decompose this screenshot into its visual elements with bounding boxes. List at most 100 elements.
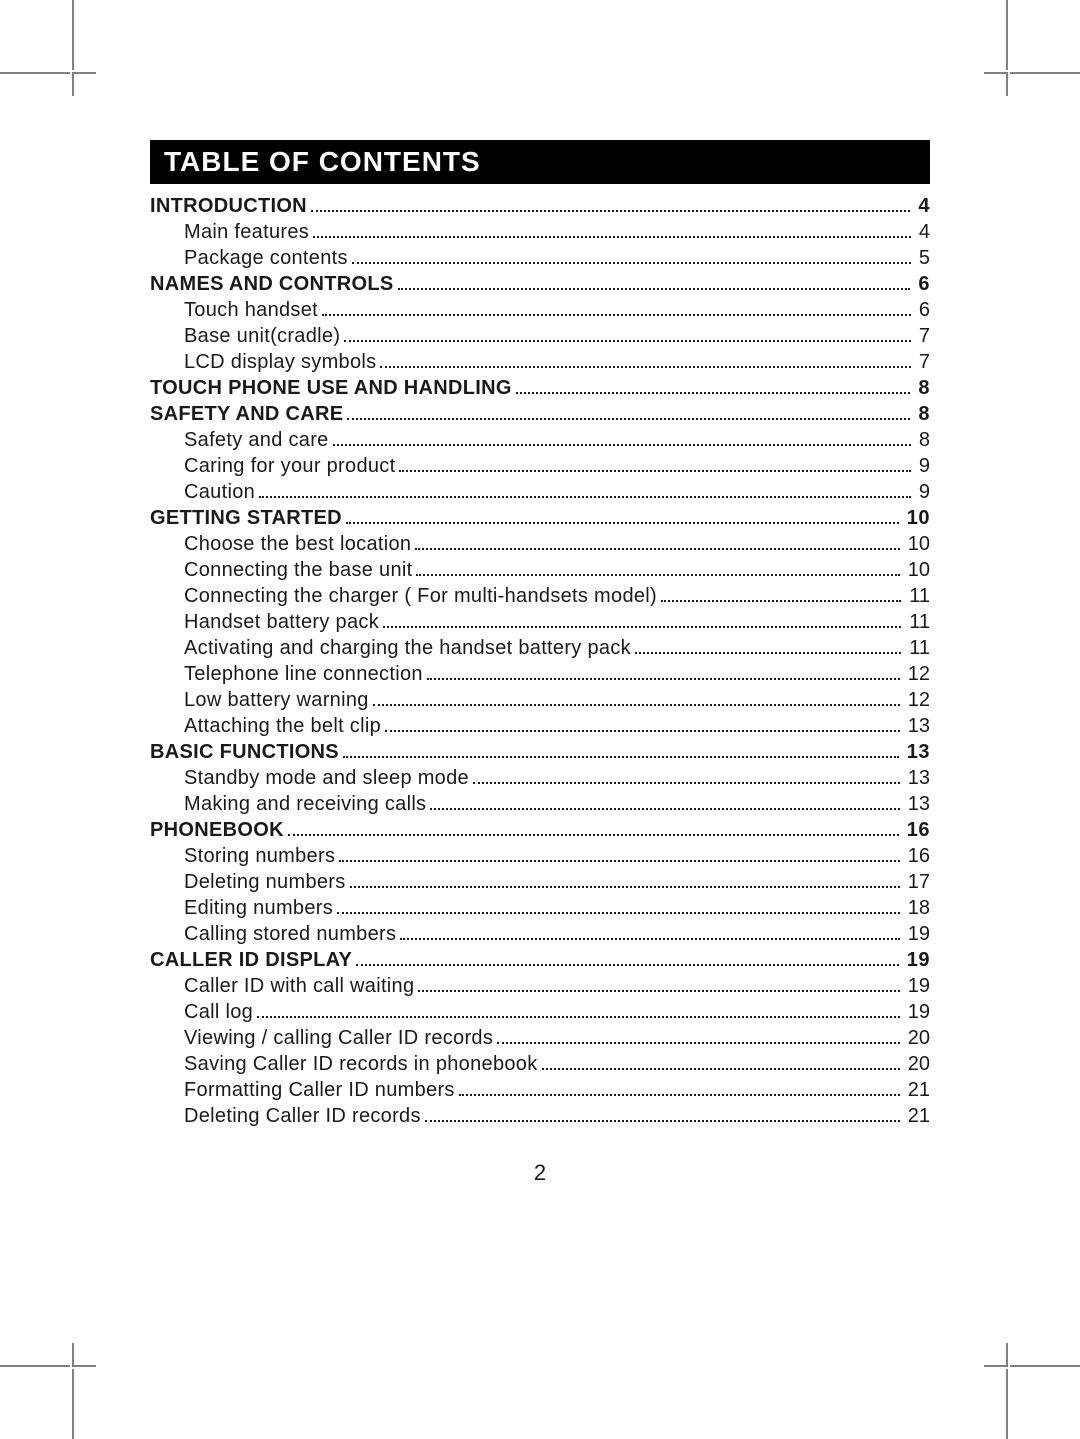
toc-leader-dots (347, 418, 910, 420)
crop-mark (72, 0, 74, 70)
toc-title-bar: TABLE OF CONTENTS (150, 140, 930, 184)
toc-page-number: 21 (904, 1080, 930, 1100)
toc-label: INTRODUCTION (150, 196, 307, 216)
toc-page-number: 9 (915, 482, 930, 502)
toc-subitem: Package contents5 (150, 248, 930, 268)
toc-page-number: 8 (914, 404, 930, 424)
toc-leader-dots (313, 236, 911, 238)
toc-label: Call log (150, 1002, 253, 1022)
toc-section: NAMES AND CONTROLS6 (150, 274, 930, 294)
toc-leader-dots (415, 548, 899, 550)
toc-page-number: 13 (904, 768, 930, 788)
toc-leader-dots (344, 340, 911, 342)
toc-label: Deleting numbers (150, 872, 346, 892)
toc-label: Saving Caller ID records in phonebook (150, 1054, 538, 1074)
toc-subitem: Saving Caller ID records in phonebook 20 (150, 1054, 930, 1074)
toc-section: BASIC FUNCTIONS13 (150, 742, 930, 762)
toc-section: GETTING STARTED10 (150, 508, 930, 528)
page-number: 2 (0, 1160, 1080, 1186)
toc-page-number: 17 (904, 872, 930, 892)
toc-subitem: Connecting the base unit10 (150, 560, 930, 580)
toc-leader-dots (337, 912, 900, 914)
page-content: TABLE OF CONTENTS INTRODUCTION 4Main feat… (150, 140, 930, 1132)
toc-page-number: 20 (904, 1028, 930, 1048)
toc-leader-dots (356, 964, 899, 966)
toc-subitem: Activating and charging the handset batt… (150, 638, 930, 658)
toc-page-number: 10 (904, 534, 930, 554)
toc-page-number: 13 (904, 716, 930, 736)
toc-label: CALLER ID DISPLAY (150, 950, 352, 970)
toc-leader-dots (416, 574, 899, 576)
toc-label: Handset battery pack (150, 612, 379, 632)
toc-label: Editing numbers (150, 898, 333, 918)
toc-label: Package contents (150, 248, 348, 268)
toc-leader-dots (459, 1094, 900, 1096)
toc-leader-dots (516, 392, 911, 394)
toc-subitem: Making and receiving calls13 (150, 794, 930, 814)
toc-page-number: 20 (904, 1054, 930, 1074)
toc-leader-dots (385, 730, 900, 732)
toc-label: TOUCH PHONE USE AND HANDLING (150, 378, 512, 398)
toc-list: INTRODUCTION 4Main features4 Package conte… (150, 196, 930, 1126)
toc-label: Viewing / calling Caller ID records (150, 1028, 493, 1048)
toc-subitem: Connecting the charger ( For multi-hands… (150, 586, 930, 606)
toc-subitem: Deleting numbers 17 (150, 872, 930, 892)
toc-leader-dots (346, 522, 899, 524)
toc-subitem: Choose the best location10 (150, 534, 930, 554)
toc-subitem: Viewing / calling Caller ID records 20 (150, 1028, 930, 1048)
toc-subitem: Caller ID with call waiting 19 (150, 976, 930, 996)
toc-label: NAMES AND CONTROLS (150, 274, 394, 294)
toc-subitem: Caution9 (150, 482, 930, 502)
crop-corner (72, 1343, 96, 1367)
crop-corner (984, 72, 1008, 96)
toc-page-number: 4 (915, 222, 930, 242)
toc-label: BASIC FUNCTIONS (150, 742, 339, 762)
toc-subitem: Telephone line connection 12 (150, 664, 930, 684)
toc-page-number: 8 (914, 378, 930, 398)
toc-page-number: 8 (915, 430, 930, 450)
toc-page-number: 10 (903, 508, 930, 528)
crop-mark (0, 1365, 70, 1367)
toc-subitem: Handset battery pack 11 (150, 612, 930, 632)
toc-label: Caring for your product (150, 456, 395, 476)
toc-subitem: Main features4 (150, 222, 930, 242)
toc-leader-dots (339, 860, 900, 862)
toc-label: Base unit(cradle) (150, 326, 340, 346)
toc-page-number: 7 (915, 352, 930, 372)
toc-leader-dots (343, 756, 899, 758)
toc-page-number: 11 (905, 612, 930, 632)
toc-subitem: Deleting Caller ID records21 (150, 1106, 930, 1126)
toc-leader-dots (380, 366, 910, 368)
toc-leader-dots (542, 1068, 900, 1070)
toc-label: Telephone line connection (150, 664, 423, 684)
toc-subitem: Storing numbers16 (150, 846, 930, 866)
toc-section: CALLER ID DISPLAY19 (150, 950, 930, 970)
toc-label: Touch handset (150, 300, 318, 320)
toc-label: Storing numbers (150, 846, 335, 866)
toc-leader-dots (400, 938, 899, 940)
toc-page-number: 19 (904, 976, 930, 996)
toc-label: LCD display symbols (150, 352, 376, 372)
toc-page-number: 6 (915, 300, 930, 320)
toc-subitem: Editing numbers18 (150, 898, 930, 918)
crop-mark (1010, 72, 1080, 74)
toc-subitem: Low battery warning12 (150, 690, 930, 710)
crop-mark (1006, 0, 1008, 70)
toc-leader-dots (418, 990, 899, 992)
toc-page-number: 9 (915, 456, 930, 476)
toc-leader-dots (350, 886, 900, 888)
toc-page-number: 12 (904, 664, 930, 684)
toc-label: Standby mode and sleep mode (150, 768, 469, 788)
toc-subitem: Caring for your product 9 (150, 456, 930, 476)
toc-subitem: Calling stored numbers19 (150, 924, 930, 944)
toc-leader-dots (427, 678, 900, 680)
toc-label: Caller ID with call waiting (150, 976, 414, 996)
toc-leader-dots (322, 314, 911, 316)
toc-page-number: 19 (904, 1002, 930, 1022)
toc-label: Connecting the charger ( For multi-hands… (150, 586, 657, 606)
toc-leader-dots (257, 1016, 900, 1018)
toc-section: PHONEBOOK16 (150, 820, 930, 840)
toc-leader-dots (425, 1120, 900, 1122)
toc-label: SAFETY AND CARE (150, 404, 343, 424)
toc-leader-dots (398, 288, 911, 290)
